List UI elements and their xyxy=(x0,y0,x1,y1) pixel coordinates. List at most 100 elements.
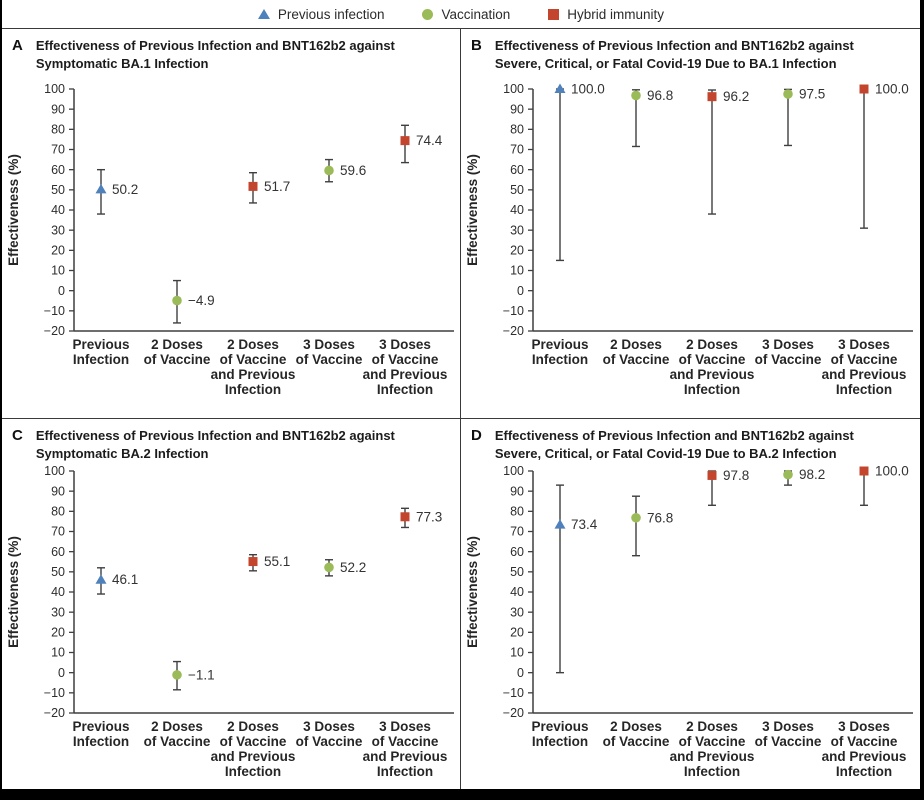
value-label: −4.9 xyxy=(188,293,215,308)
y-tick-label: 50 xyxy=(510,183,524,197)
y-tick-label: −10 xyxy=(44,304,65,318)
legend-item-previous-infection: Previous infection xyxy=(257,6,385,22)
value-label: 50.2 xyxy=(112,182,138,197)
y-tick-label: 60 xyxy=(51,163,65,177)
data-point-square xyxy=(859,466,869,476)
category-label: 2 Doses of Vaccine xyxy=(603,337,670,367)
category-label: 3 Doses of Vaccine and Previous Infection xyxy=(822,719,907,779)
y-tick-label: 80 xyxy=(51,123,65,137)
data-point-square xyxy=(248,557,258,567)
panel-d-plot: 1009080706050403020100−10−20Effectivenes… xyxy=(465,464,913,779)
category-label: Previous Infection xyxy=(72,719,129,749)
y-tick-label: 40 xyxy=(51,203,65,217)
y-tick-label: 70 xyxy=(51,143,65,157)
data-point-square xyxy=(707,92,717,102)
y-tick-label: 10 xyxy=(510,646,524,660)
value-label: 76.8 xyxy=(647,510,673,525)
y-tick-label: 100 xyxy=(44,82,65,96)
category-label: 3 Doses of Vaccine and Previous Infection xyxy=(822,337,907,397)
hybrid-immunity-square-icon xyxy=(548,8,560,20)
y-tick-label: −20 xyxy=(503,706,524,720)
data-point-square xyxy=(707,470,717,480)
data-point-circle xyxy=(783,469,793,480)
y-tick-label: 30 xyxy=(51,605,65,619)
panel-c-title: C Effectiveness of Previous Infection an… xyxy=(12,427,442,463)
panel-c: C Effectiveness of Previous Infection an… xyxy=(2,419,461,789)
previous-infection-triangle-icon xyxy=(257,9,270,19)
legend-item-hybrid-immunity: Hybrid immunity xyxy=(548,7,664,22)
y-tick-label: 60 xyxy=(51,545,65,559)
category-label: 3 Doses of Vaccine xyxy=(755,337,822,367)
value-label: 74.4 xyxy=(416,133,443,148)
y-tick-label: 80 xyxy=(510,505,524,519)
panel-letter: B xyxy=(471,37,482,54)
y-tick-label: 0 xyxy=(517,666,524,680)
data-point-triangle xyxy=(95,574,107,584)
y-tick-label: 0 xyxy=(58,666,65,680)
category-label: 2 Doses of Vaccine and Previous Infection xyxy=(670,719,755,779)
category-label: 3 Doses of Vaccine xyxy=(296,337,363,367)
panel-letter: D xyxy=(471,427,482,444)
panel-a: A Effectiveness of Previous Infection an… xyxy=(2,29,461,419)
value-label: 73.4 xyxy=(571,517,598,532)
y-tick-label: −10 xyxy=(44,686,65,700)
data-point-triangle xyxy=(95,183,107,194)
data-point-circle xyxy=(324,165,334,176)
data-point-circle xyxy=(172,670,182,680)
y-tick-label: 30 xyxy=(51,223,65,237)
panel-d-title: D Effectiveness of Previous Infection an… xyxy=(471,427,901,463)
category-label: 3 Doses of Vaccine xyxy=(755,719,822,749)
panel-a-plot: 1009080706050403020100−10−20Effectivenes… xyxy=(6,82,454,397)
data-point-square xyxy=(248,181,258,191)
y-tick-label: 100 xyxy=(503,464,524,478)
y-tick-label: 20 xyxy=(51,244,65,258)
panel-b: B Effectiveness of Previous Infection an… xyxy=(461,29,920,419)
value-label: 100.0 xyxy=(571,82,605,97)
legend-label: Previous infection xyxy=(277,6,385,22)
y-tick-label: −10 xyxy=(503,686,524,700)
value-label: 55.1 xyxy=(264,554,290,569)
panel-title-text: Effectiveness of Previous Infection and … xyxy=(35,428,395,462)
panel-letter: C xyxy=(12,427,23,444)
figure: Previous infection Vaccination Hybrid im… xyxy=(2,0,920,789)
category-label: Previous Infection xyxy=(531,337,588,367)
value-label: 100.0 xyxy=(875,82,909,97)
y-tick-label: 100 xyxy=(503,82,524,96)
panel-title-text: Effectiveness of Previous Infection and … xyxy=(35,38,395,72)
value-label: −1.1 xyxy=(188,667,215,682)
value-label: 100.0 xyxy=(875,464,909,479)
y-tick-label: 30 xyxy=(510,223,524,237)
y-tick-label: 60 xyxy=(510,163,524,177)
category-label: 3 Doses of Vaccine xyxy=(296,719,363,749)
panel-c-plot: 1009080706050403020100−10−20Effectivenes… xyxy=(6,464,454,779)
category-label: Previous Infection xyxy=(531,719,588,749)
value-label: 97.8 xyxy=(723,468,749,483)
panel-d: D Effectiveness of Previous Infection an… xyxy=(461,419,920,789)
legend-label: Hybrid immunity xyxy=(567,6,665,22)
category-label: 2 Doses of Vaccine xyxy=(603,719,670,749)
data-point-circle xyxy=(172,295,182,306)
value-label: 96.8 xyxy=(647,88,673,103)
y-tick-label: 90 xyxy=(510,102,524,116)
y-tick-label: 80 xyxy=(510,123,524,137)
y-tick-label: 50 xyxy=(510,565,524,579)
data-point-circle xyxy=(631,512,641,523)
y-tick-label: 80 xyxy=(51,505,65,519)
category-label: 2 Doses of Vaccine and Previous Infection xyxy=(211,719,296,779)
y-tick-label: 70 xyxy=(51,525,65,539)
y-tick-label: 10 xyxy=(51,646,65,660)
y-axis-label: Effectiveness (%) xyxy=(6,154,21,266)
y-tick-label: 90 xyxy=(51,102,65,116)
y-tick-label: 20 xyxy=(510,244,524,258)
panel-b-title: B Effectiveness of Previous Infection an… xyxy=(471,37,901,73)
panel-b-plot: 1009080706050403020100−10−20Effectivenes… xyxy=(465,82,913,397)
y-tick-label: 70 xyxy=(510,143,524,157)
value-label: 98.2 xyxy=(799,467,825,482)
y-tick-label: −10 xyxy=(503,304,524,318)
category-label: 3 Doses of Vaccine and Previous Infection xyxy=(363,719,448,779)
panel-a-title: A Effectiveness of Previous Infection an… xyxy=(12,37,442,73)
value-label: 96.2 xyxy=(723,89,749,104)
panel-grid: A Effectiveness of Previous Infection an… xyxy=(2,28,920,789)
y-tick-label: 50 xyxy=(51,183,65,197)
category-label: 2 Doses of Vaccine and Previous Infection xyxy=(211,337,296,397)
